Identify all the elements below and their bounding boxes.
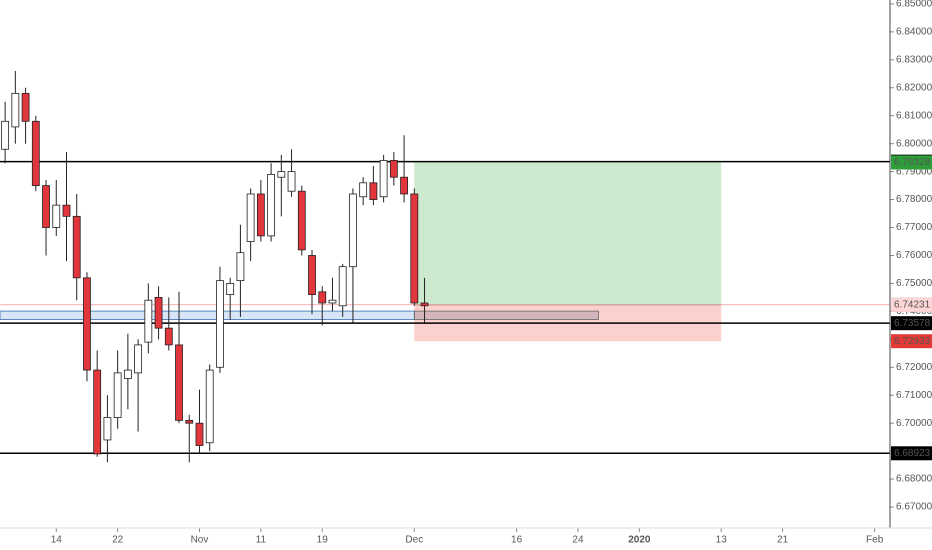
x-tick-label: Feb — [866, 535, 884, 546]
y-tick-label: 6.79000 — [896, 166, 932, 177]
y-tick-label: 6.72000 — [896, 362, 932, 373]
y-tick-label: 6.71000 — [896, 390, 932, 401]
candle-body — [164, 327, 173, 346]
price-tag — [891, 155, 932, 170]
x-tick-label: 13 — [716, 535, 728, 546]
y-tick-label: 6.75000 — [896, 278, 932, 289]
candle-body — [21, 92, 30, 122]
candle-body — [154, 297, 163, 329]
candle-body — [277, 171, 286, 178]
candle-body — [226, 283, 235, 296]
y-tick-label: 6.68000 — [896, 474, 932, 485]
price-tag — [891, 446, 932, 461]
y-tick-label: 6.83000 — [896, 54, 932, 65]
support-zone — [0, 310, 415, 320]
candle-body — [216, 280, 224, 368]
candle-body — [134, 344, 143, 374]
candle-body — [256, 193, 265, 237]
y-tick-label: 6.76000 — [896, 250, 932, 261]
x-tick-label: 2020 — [628, 535, 651, 546]
y-tick-label: 6.77000 — [896, 222, 932, 233]
candle-body — [83, 277, 91, 371]
candle-body — [31, 120, 40, 186]
x-tick-label: 11 — [256, 535, 267, 546]
candle-body — [52, 204, 61, 228]
candle-body — [236, 252, 245, 282]
x-tick-label: 16 — [511, 535, 523, 546]
x-tick-label: 19 — [317, 535, 329, 546]
y-tick-label: 6.82000 — [896, 82, 932, 93]
candle-body — [113, 372, 122, 418]
y-tick-label: 6.70000 — [896, 418, 932, 429]
candle-body — [246, 193, 255, 242]
candle-body — [1, 120, 10, 150]
price-tag-label: 6.72933 — [894, 336, 931, 347]
candle-body — [359, 182, 368, 198]
candle-body — [103, 417, 112, 441]
candle-body — [318, 291, 327, 304]
price-tag — [891, 316, 932, 331]
candle-body — [389, 160, 398, 178]
candle-body — [123, 369, 132, 379]
x-tick-label: 21 — [777, 535, 789, 546]
candle-body — [195, 422, 204, 446]
candle-body — [175, 344, 183, 421]
x-tick-label: Nov — [191, 535, 209, 546]
y-tick-label: 6.80000 — [896, 138, 932, 149]
y-tick-label: 6.67000 — [896, 502, 932, 513]
x-tick-label: 24 — [572, 535, 584, 546]
candle-body — [267, 174, 275, 237]
x-tick-label: Dec — [405, 535, 423, 546]
price-tag-label: 6.73578 — [894, 318, 931, 329]
price-tag-label: 6.74231 — [894, 300, 931, 311]
candle-body — [144, 299, 153, 343]
candle-body — [338, 266, 347, 307]
candle-body — [400, 176, 408, 195]
candle-body — [93, 369, 102, 455]
candle-body — [297, 190, 306, 251]
price-tag — [891, 334, 932, 349]
support-zone-ext — [413, 310, 599, 320]
price-tag — [891, 297, 932, 312]
candle-body — [420, 302, 429, 307]
profit-zone — [414, 162, 722, 305]
candle-body — [185, 419, 194, 424]
x-tick-label: 22 — [112, 535, 124, 546]
x-tick-label: 14 — [51, 535, 63, 546]
candle-body — [62, 204, 71, 217]
y-tick-label: 6.85000 — [896, 0, 932, 10]
y-tick-label: 6.81000 — [896, 110, 932, 121]
candle-body — [11, 92, 20, 128]
price-tag-label: 6.68923 — [894, 448, 931, 459]
candle-body — [42, 185, 50, 228]
y-tick-label: 6.78000 — [896, 194, 932, 205]
price-tag-label: 6.79328 — [894, 157, 931, 168]
y-tick-label: 6.84000 — [896, 27, 932, 38]
candle-body — [205, 369, 214, 444]
candle-body — [328, 299, 337, 304]
candle-body — [369, 182, 378, 200]
candle-body — [308, 255, 316, 296]
candle-body — [349, 193, 357, 268]
candle-body — [72, 215, 81, 279]
candle-body — [287, 171, 296, 192]
candle-body — [379, 160, 388, 198]
candle-body — [410, 193, 419, 304]
